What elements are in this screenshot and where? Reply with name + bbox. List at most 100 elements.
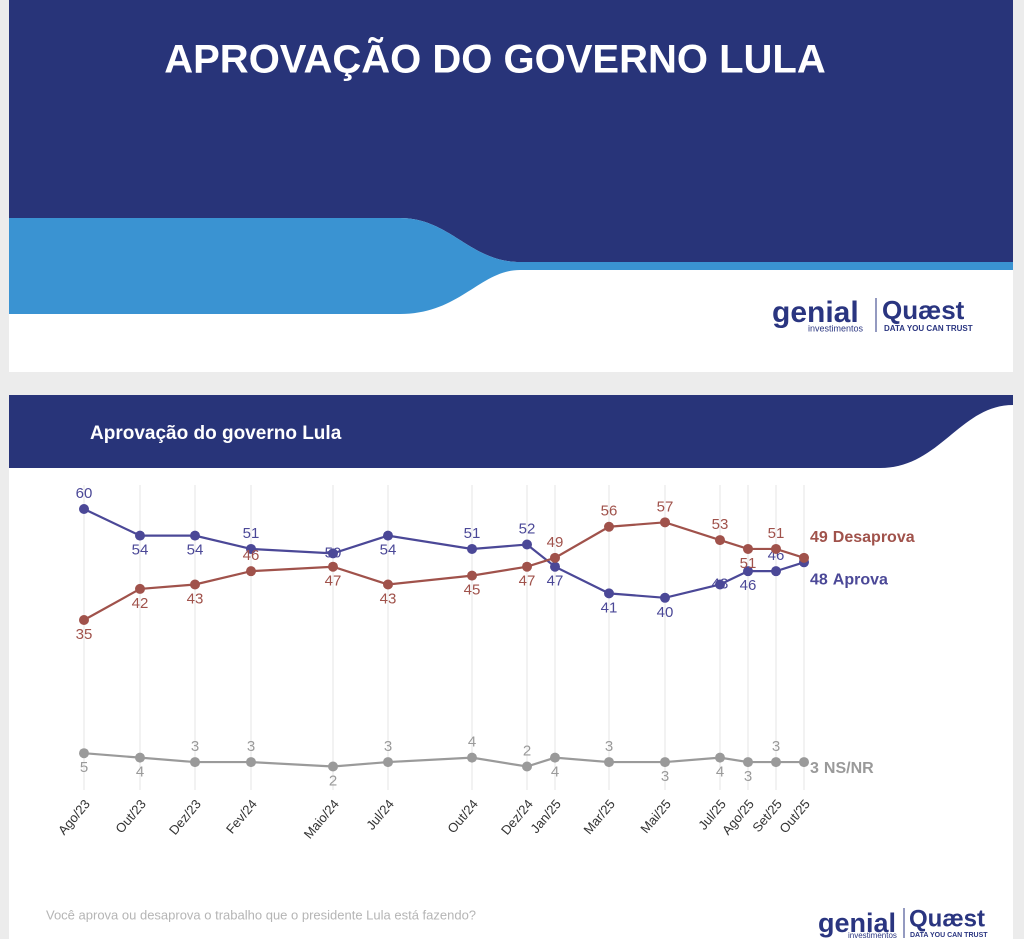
data-point (190, 530, 200, 541)
data-point (383, 579, 393, 590)
data-label: 47 (519, 573, 536, 590)
series: 35 42 43 46 47 43 45 47 49 56 57 53 51 51 49 Desaprova (76, 498, 915, 643)
data-label: 46 (740, 577, 757, 594)
data-label: 52 (519, 520, 536, 537)
data-label: 42 (132, 595, 149, 612)
legend-entry: Desaprova (833, 529, 915, 546)
data-label: 54 (380, 542, 397, 559)
data-point (550, 552, 560, 563)
data-label: 41 (601, 599, 618, 616)
end-value: 3 (810, 760, 819, 777)
data-point (743, 757, 753, 768)
data-label: 51 (464, 525, 481, 542)
logo-quaest: Quæst (882, 295, 965, 325)
data-point (383, 530, 393, 541)
data-point (246, 757, 256, 768)
chart-header (9, 395, 1013, 468)
data-point (135, 530, 145, 541)
data-label: 51 (243, 525, 260, 542)
data-label: 56 (601, 503, 618, 520)
logo-quaest-sub: DATA YOU CAN TRUST (884, 324, 973, 333)
data-label: 46 (243, 547, 260, 564)
data-point (550, 752, 560, 763)
data-point (771, 543, 781, 554)
cover-band (9, 0, 1013, 262)
data-label: 4 (468, 734, 476, 751)
data-label: 4 (136, 764, 144, 781)
series-end-label: 49 Desaprova (810, 529, 915, 546)
data-point (79, 504, 89, 514)
logo-quaest: Quæst (909, 905, 985, 932)
data-label: 2 (329, 772, 337, 789)
data-point (522, 761, 532, 772)
data-label: 57 (657, 498, 674, 515)
series-end-label: 48 Aprova (810, 571, 888, 588)
logo-quaest-sub: DATA YOU CAN TRUST (910, 932, 988, 939)
end-value: 48 (810, 571, 828, 588)
data-point (799, 757, 809, 768)
data-label: 40 (657, 604, 674, 621)
data-label: 50 (325, 544, 342, 561)
data-point (715, 752, 725, 763)
data-point (604, 757, 614, 768)
chart-slide (9, 395, 1013, 939)
data-point (799, 552, 809, 563)
data-point (604, 588, 614, 599)
data-point (771, 566, 781, 577)
data-label: 43 (380, 590, 397, 607)
data-label: 3 (772, 738, 780, 755)
data-point (328, 561, 338, 572)
data-point (328, 761, 338, 772)
data-point (383, 757, 393, 768)
logo-genial-sub: investimentos (808, 323, 864, 333)
data-label: 3 (661, 768, 669, 785)
data-label: 45 (464, 582, 481, 599)
plot: Ago/23 Out/23 Dez/23 Fev/24 Maio/24 Jul/24 Out… (55, 485, 915, 842)
series-end-label: 3 NS/NR (810, 760, 874, 777)
data-label: 2 (523, 742, 531, 759)
data-point (246, 566, 256, 577)
end-value: 49 (810, 529, 828, 546)
data-point (246, 543, 256, 554)
logo-genial: genial (818, 908, 896, 938)
chart-title: Aprovação do governo Lula (90, 423, 342, 444)
data-point (660, 592, 670, 603)
data-label: 60 (76, 485, 93, 502)
data-point (522, 539, 532, 550)
data-point (743, 566, 753, 577)
logo-bottom: genial investimentos Quæst DATA YOU CAN … (818, 905, 988, 939)
data-label: 3 (744, 768, 752, 785)
data-label: 4 (551, 764, 559, 781)
data-label: 51 (768, 525, 785, 542)
data-point (135, 752, 145, 763)
data-point (190, 757, 200, 768)
data-point (328, 548, 338, 559)
data-label: 3 (191, 738, 199, 755)
data-label: 5 (80, 759, 88, 776)
series: 5 4 3 3 2 3 4 2 4 3 3 4 3 3 3 NS/NR (79, 734, 874, 789)
logo-top: genial investimentos Quæst DATA YOU CAN … (772, 295, 973, 334)
data-label: 49 (547, 534, 564, 551)
data-label: 53 (712, 516, 729, 533)
data-point (660, 517, 670, 528)
data-label: 43 (712, 575, 729, 592)
data-point (79, 748, 89, 759)
legend-entry: NS/NR (824, 760, 874, 777)
data-point (660, 757, 670, 768)
data-point (604, 521, 614, 532)
cover-wave (9, 218, 1013, 314)
logo-genial-sub: investimentos (848, 931, 897, 939)
data-label: 51 (740, 555, 757, 572)
data-label: 3 (247, 738, 255, 755)
data-point (135, 583, 145, 594)
data-point (467, 543, 477, 554)
data-label: 3 (384, 738, 392, 755)
data-label: 35 (76, 626, 93, 643)
data-point (715, 579, 725, 590)
legend-entry: Aprova (833, 571, 888, 588)
data-label: 47 (325, 573, 342, 590)
data-point (550, 561, 560, 572)
data-label: 54 (187, 542, 204, 559)
